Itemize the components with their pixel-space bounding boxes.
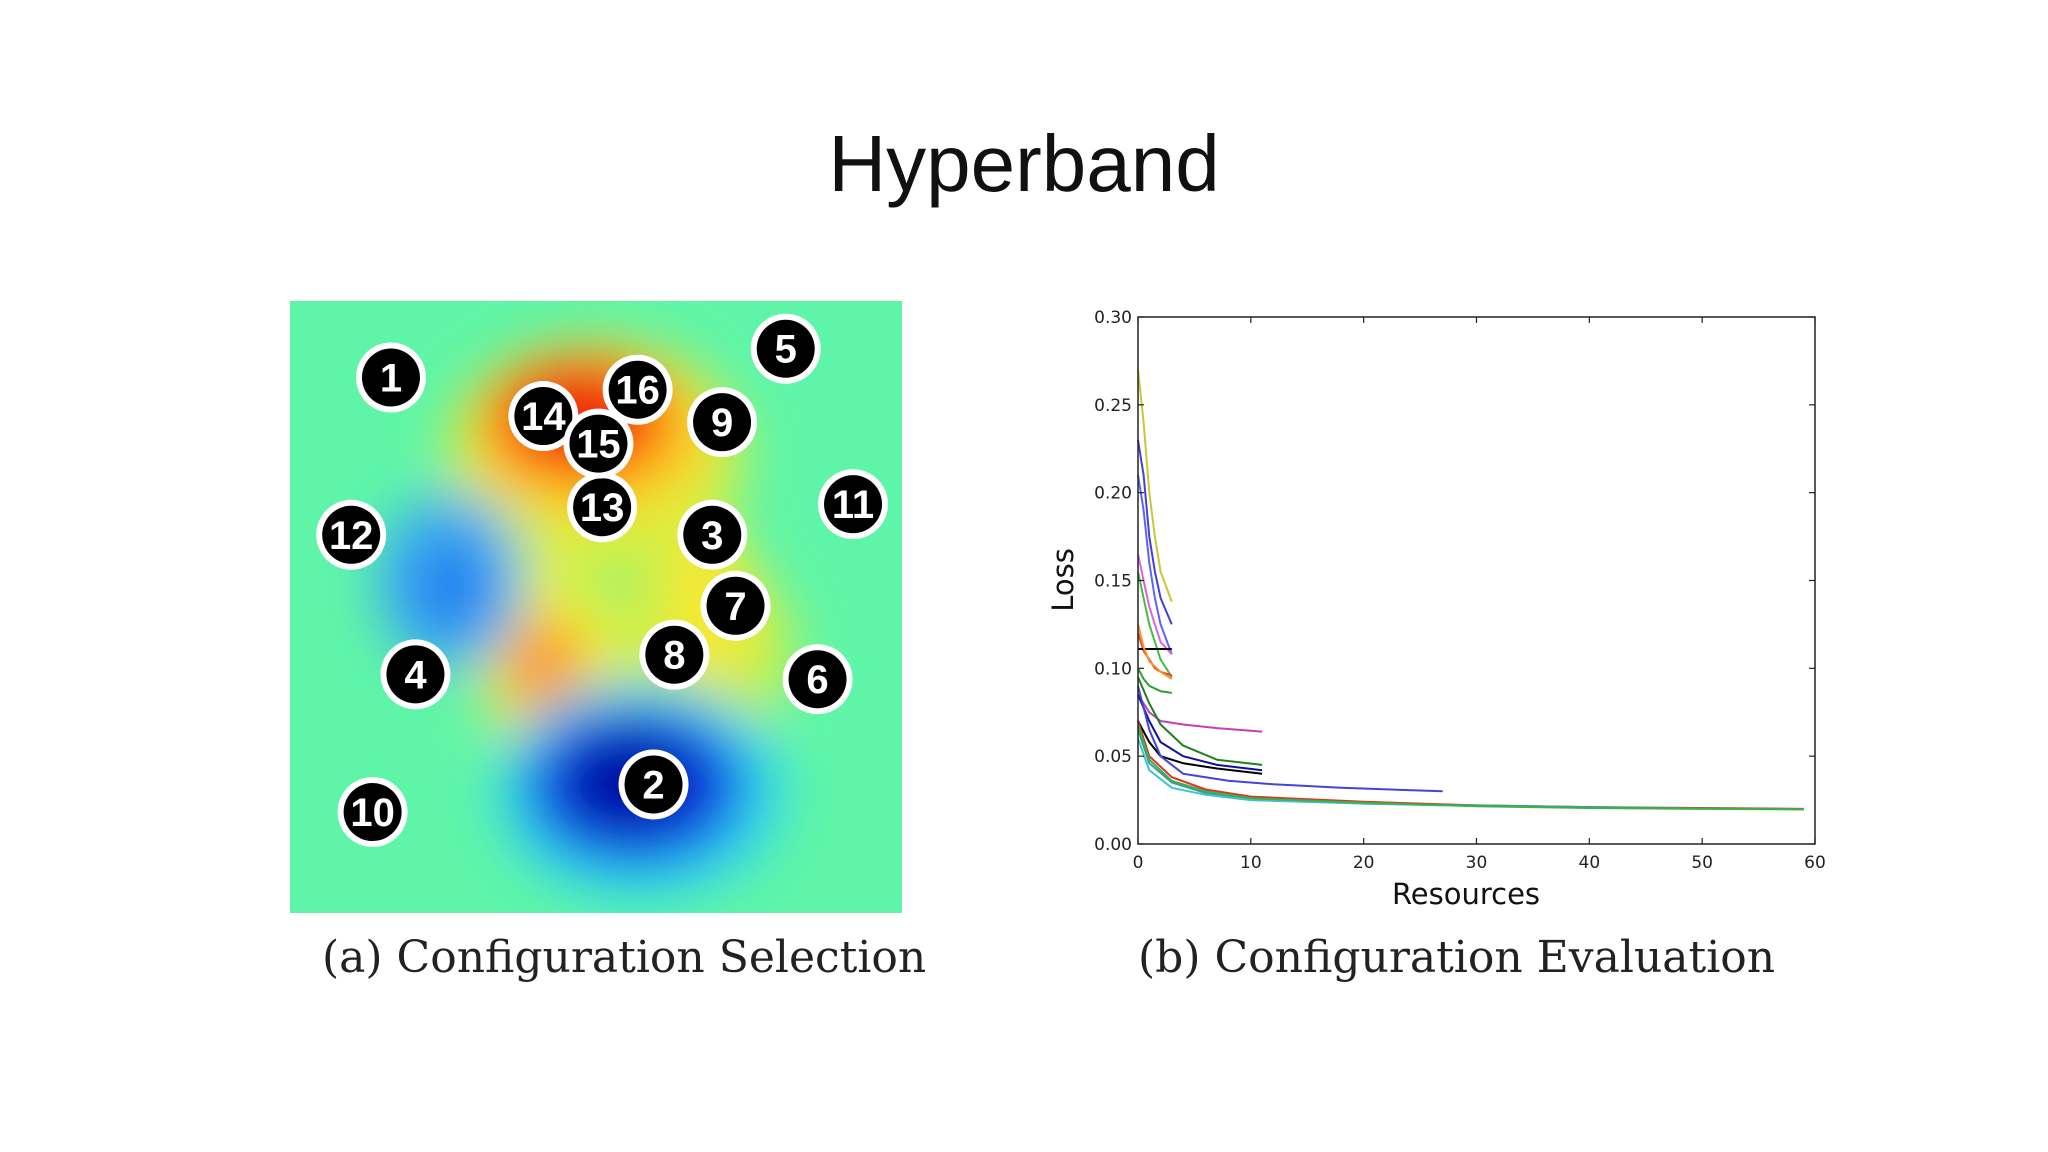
- slide-title: Hyperband: [828, 119, 1220, 208]
- point-label: 4: [404, 653, 427, 697]
- loss-curve-5: [1137, 571, 1173, 678]
- x-axis-label: Resources: [1392, 877, 1540, 911]
- loss-curve-14: [1137, 685, 1443, 793]
- x-tick-label: 0: [1133, 853, 1144, 873]
- point-disc: [514, 387, 573, 446]
- y-tick-label: 0.00: [1094, 835, 1132, 855]
- y-tick-label: 0.10: [1094, 659, 1132, 679]
- loss-curve-10: [1137, 694, 1263, 733]
- point-label: 6: [806, 658, 828, 702]
- point-disc: [824, 475, 883, 534]
- point-disc: [608, 360, 667, 419]
- point-disc: [386, 645, 445, 704]
- y-tick-label: 0.20: [1094, 484, 1132, 504]
- loss-curve-4: [1137, 553, 1173, 655]
- loss-curve-11: [1137, 676, 1263, 766]
- configuration-point-4: 4: [380, 639, 451, 710]
- point-disc: [573, 478, 632, 537]
- point-label: 5: [775, 328, 797, 372]
- point-disc: [624, 755, 683, 814]
- point-label: 9: [711, 401, 733, 445]
- plot-frame: [1137, 316, 1816, 845]
- point-disc: [361, 348, 420, 407]
- point-label: 15: [576, 423, 621, 467]
- point-label: 7: [724, 585, 746, 629]
- point-disc: [693, 393, 752, 452]
- caption-configuration-selection: (a) Configuration Selection: [322, 932, 927, 983]
- point-label: 10: [350, 791, 395, 835]
- configuration-point-5: 5: [750, 313, 821, 384]
- y-tick-label: 0.15: [1094, 572, 1132, 592]
- configuration-point-9: 9: [687, 387, 758, 458]
- point-label: 11: [832, 483, 874, 527]
- configuration-point-12: 12: [316, 499, 387, 570]
- loss-curve-3: [1137, 474, 1173, 655]
- point-disc: [322, 505, 381, 564]
- loss-curve-17: [1137, 738, 1443, 807]
- configuration-point-10: 10: [337, 777, 408, 848]
- point-label: 3: [701, 514, 723, 558]
- x-tick-label: 40: [1579, 853, 1601, 873]
- caption-configuration-evaluation: (b) Configuration Evaluation: [1138, 932, 1776, 983]
- point-label: 13: [580, 486, 625, 530]
- x-tick-label: 30: [1466, 853, 1488, 873]
- configuration-point-3: 3: [677, 499, 748, 570]
- x-tick-label: 50: [1691, 853, 1713, 873]
- x-tick-label: 60: [1804, 853, 1826, 873]
- point-label: 12: [329, 514, 374, 558]
- configuration-point-13: 13: [567, 472, 638, 543]
- configuration-point-2: 2: [618, 749, 689, 820]
- loss-curves: [1137, 369, 1804, 811]
- point-disc: [569, 414, 628, 473]
- point-disc: [683, 505, 742, 564]
- configuration-point-11: 11: [818, 469, 889, 540]
- y-tick-label: 0.05: [1094, 747, 1132, 767]
- loss-curve-8: [1137, 624, 1173, 680]
- loss-curve-1: [1137, 369, 1173, 602]
- configuration-evaluation-chart: 0 10 20 30 40 50 60 0.000.050.100.150.200.250.…: [1046, 308, 1826, 911]
- configuration-point-7: 7: [700, 570, 771, 641]
- point-label: 1: [380, 357, 402, 401]
- point-disc: [645, 625, 704, 684]
- loss-curve-13: [1137, 720, 1263, 775]
- y-axis-label: Loss: [1046, 548, 1080, 612]
- point-disc: [343, 783, 402, 842]
- point-disc: [706, 576, 765, 635]
- loss-curve-12: [1137, 694, 1263, 772]
- point-label: 8: [663, 634, 685, 678]
- configuration-point-8: 8: [639, 619, 710, 690]
- x-tick-label: 10: [1240, 853, 1262, 873]
- x-tick-label: 20: [1353, 853, 1375, 873]
- point-label: 2: [642, 763, 664, 807]
- y-axis-ticks: 0.00 0.05 0.10 0.15 0.20 0.25 0.30: [1094, 308, 1815, 855]
- point-disc: [788, 650, 847, 709]
- configuration-point-6: 6: [782, 644, 853, 715]
- x-axis-ticks: 0 10 20 30 40 50 60: [1133, 317, 1826, 873]
- configuration-point-1: 1: [355, 342, 426, 413]
- loss-curve-18: [1137, 724, 1804, 811]
- y-tick-label: 0.30: [1094, 308, 1132, 328]
- configuration-point-15: 15: [563, 408, 634, 479]
- loss-curve-9: [1137, 667, 1172, 694]
- y-tick-label: 0.25: [1094, 396, 1132, 416]
- configuration-point-14: 14: [508, 381, 579, 452]
- point-label: 16: [615, 369, 660, 413]
- configuration-point-16: 16: [602, 354, 673, 425]
- point-disc: [756, 319, 815, 378]
- point-label: 14: [521, 395, 566, 439]
- loss-curve-2: [1137, 439, 1173, 625]
